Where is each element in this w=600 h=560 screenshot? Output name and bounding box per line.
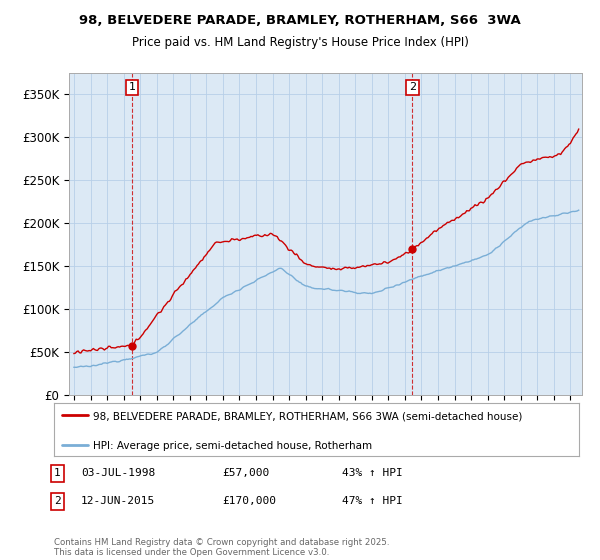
Text: 1: 1 xyxy=(54,468,61,478)
Text: £57,000: £57,000 xyxy=(222,468,269,478)
Text: 43% ↑ HPI: 43% ↑ HPI xyxy=(342,468,403,478)
Text: 03-JUL-1998: 03-JUL-1998 xyxy=(81,468,155,478)
Text: 47% ↑ HPI: 47% ↑ HPI xyxy=(342,496,403,506)
Text: HPI: Average price, semi-detached house, Rotherham: HPI: Average price, semi-detached house,… xyxy=(94,441,373,451)
Text: 2: 2 xyxy=(409,82,416,92)
Text: Price paid vs. HM Land Registry's House Price Index (HPI): Price paid vs. HM Land Registry's House … xyxy=(131,36,469,49)
Text: Contains HM Land Registry data © Crown copyright and database right 2025.
This d: Contains HM Land Registry data © Crown c… xyxy=(54,538,389,557)
Text: £170,000: £170,000 xyxy=(222,496,276,506)
Text: 98, BELVEDERE PARADE, BRAMLEY, ROTHERHAM, S66 3WA (semi-detached house): 98, BELVEDERE PARADE, BRAMLEY, ROTHERHAM… xyxy=(94,412,523,422)
Text: 98, BELVEDERE PARADE, BRAMLEY, ROTHERHAM, S66  3WA: 98, BELVEDERE PARADE, BRAMLEY, ROTHERHAM… xyxy=(79,14,521,27)
Text: 1: 1 xyxy=(128,82,136,92)
Text: 12-JUN-2015: 12-JUN-2015 xyxy=(81,496,155,506)
Text: 2: 2 xyxy=(54,496,61,506)
